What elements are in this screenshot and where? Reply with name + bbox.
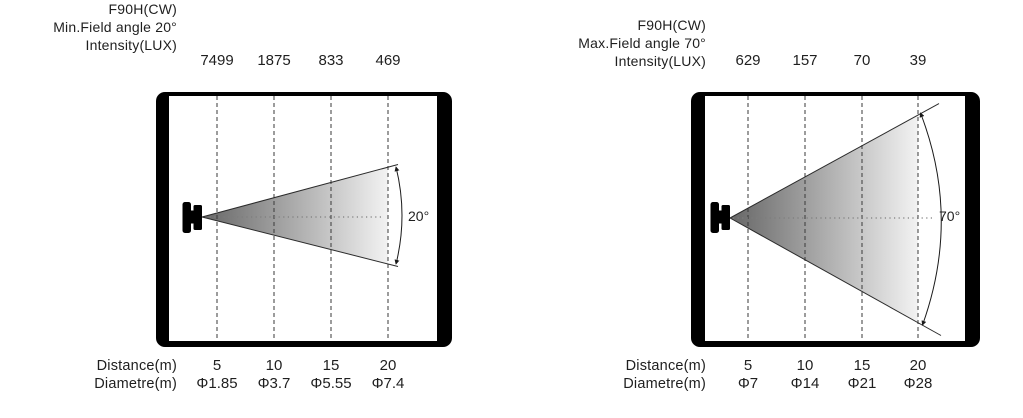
left-intensity-label: Intensity(LUX) [85,37,177,53]
right-angle-value: 70° [939,208,961,224]
right-distance-value: 10 [796,357,814,374]
left-distance-value: 20 [379,357,397,374]
right-distance-value: 15 [853,357,871,374]
left-intensity-value: 469 [375,52,401,69]
beam-edges [201,164,399,267]
right-intensity-value: 39 [909,52,927,69]
beam-edge-bottom [201,216,399,267]
light-fixture-icon [182,202,202,233]
left-product-title: F90H(CW) [108,1,177,17]
left-diameter-value: Φ5.55 [310,375,352,392]
right-header: F90H(CW) Max.Field angle 70° Intensity(L… [450,16,706,70]
left-diameter-value: Φ3.7 [257,375,291,392]
right-beam-panel: 70° [691,92,980,347]
beam-edges [729,103,942,336]
left-intensity-value: 7499 [200,52,234,69]
angle-arc [919,112,942,326]
right-diameter-value: Φ14 [790,375,820,392]
right-intensity-value: 629 [735,52,761,69]
left-diameter-value: Φ1.85 [196,375,238,392]
left-header: F90H(CW) Min.Field angle 20° Intensity(L… [0,0,177,54]
right-diameter-label: Diametre(m) [623,376,706,392]
distance-gridlines [216,96,389,341]
right-diameter-value: Φ21 [847,375,877,392]
right-angle-subtitle: Max.Field angle 70° [578,35,706,51]
left-distance-value: 5 [212,357,222,374]
left-beam-panel: 20° [156,92,452,347]
right-beam-drawing [710,96,942,341]
beam-edge-top [201,164,399,218]
angle-arc [394,166,403,265]
right-diameter-value: Φ7 [737,375,759,392]
left-distance-label: Distance(m) [96,358,177,374]
left-intensity-value: 1875 [257,52,291,69]
beam-cone [730,115,918,323]
right-intensity-value: 70 [853,52,871,69]
right-distance-value: 5 [743,357,753,374]
right-product-title: F90H(CW) [637,17,706,33]
left-distance-value: 15 [322,357,340,374]
right-distance-label: Distance(m) [625,358,706,374]
right-intensity-value: 157 [792,52,818,69]
left-angle-subtitle: Min.Field angle 20° [53,19,177,35]
light-fixture-icon [710,202,730,233]
right-diameter-value: Φ28 [903,375,933,392]
right-intensity-label: Intensity(LUX) [614,53,706,69]
left-beam-drawing [182,96,403,341]
beam-cone [202,167,388,264]
beam-edge-bottom [729,217,942,336]
beam-edge-top [729,103,940,219]
left-distance-value: 10 [265,357,283,374]
right-distance-value: 20 [909,357,927,374]
left-diameter-label: Diametre(m) [94,376,177,392]
left-intensity-value: 833 [318,52,344,69]
left-diameter-value: Φ7.4 [371,375,405,392]
left-angle-value: 20° [408,208,430,224]
